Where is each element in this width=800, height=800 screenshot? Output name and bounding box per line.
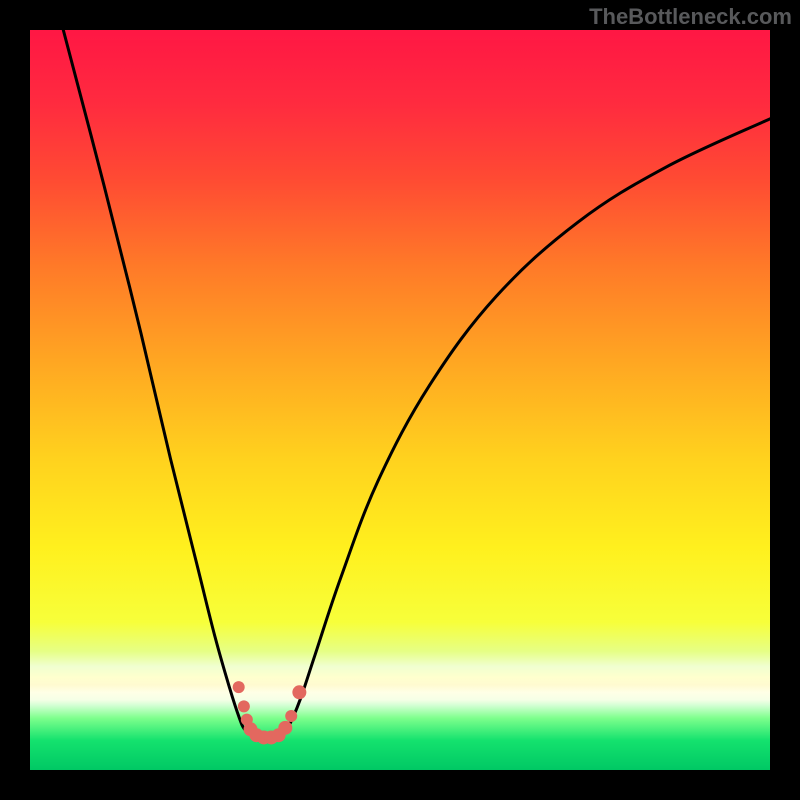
data-marker — [292, 685, 306, 699]
bottleneck-chart-svg — [30, 30, 770, 770]
data-marker — [233, 681, 245, 693]
chart-frame: TheBottleneck.com — [0, 0, 800, 800]
plot-area — [30, 30, 770, 770]
watermark-text: TheBottleneck.com — [589, 4, 792, 30]
data-marker — [238, 700, 250, 712]
data-marker — [278, 721, 292, 735]
data-marker — [285, 710, 297, 722]
gradient-background — [30, 30, 770, 770]
